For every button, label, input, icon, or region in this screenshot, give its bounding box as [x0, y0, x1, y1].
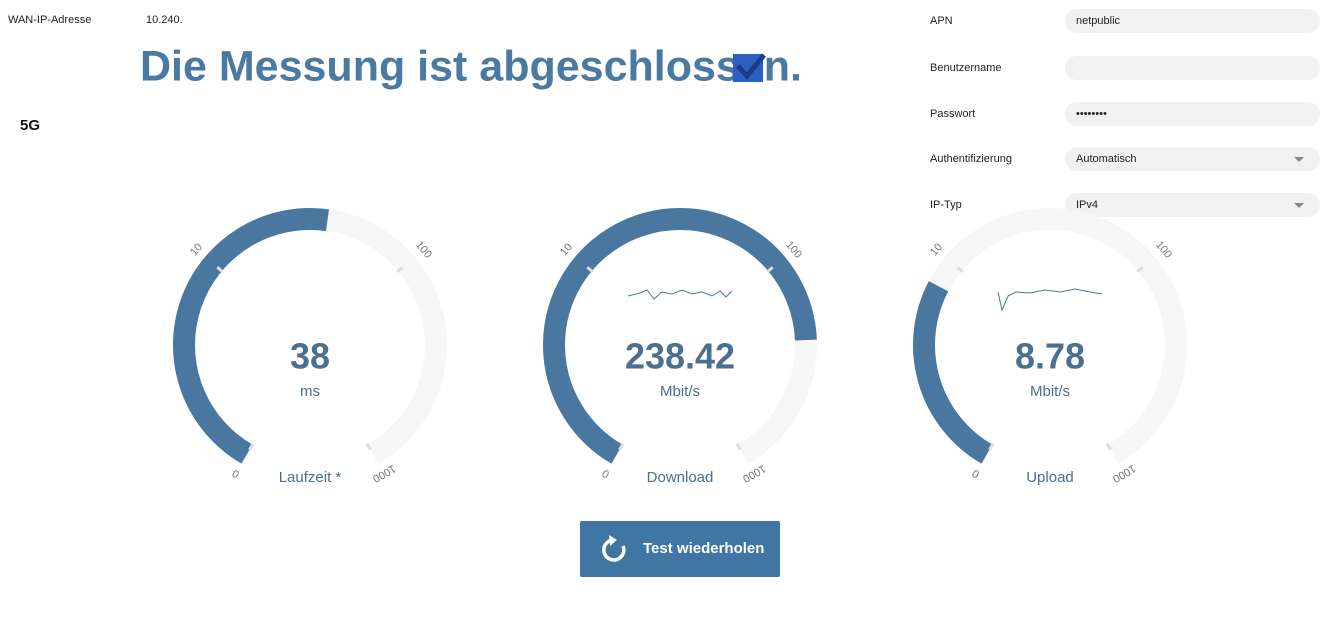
wan-value: 10.240. — [146, 14, 183, 26]
setting-label: Authentifizierung — [930, 153, 1012, 165]
gauge-tick-label: 100 — [783, 239, 804, 261]
gauge-value: 8.78 — [1015, 336, 1085, 377]
input-field[interactable] — [1065, 147, 1320, 171]
gauge-tick — [1105, 442, 1112, 451]
gauge-label: Laufzeit * — [279, 469, 342, 486]
gauge-tick — [618, 442, 625, 451]
gauge-tick — [735, 442, 742, 451]
gauge-tick-label: 100 — [413, 239, 434, 261]
setting-label: Benutzername — [930, 62, 1002, 74]
gauge-tick — [766, 266, 774, 273]
gauge-tick-label: 100 — [1153, 239, 1174, 261]
gauge-tick — [248, 442, 255, 451]
sparkline — [627, 288, 1103, 312]
button-label[interactable]: Test wiederholen — [643, 540, 764, 557]
setting-label: APN — [930, 15, 953, 27]
gauge-label: Download — [647, 469, 714, 486]
input-field[interactable] — [1065, 193, 1320, 217]
gauge-tick-label: 10 — [188, 241, 205, 258]
setting-value: IPv4 — [1076, 199, 1098, 211]
gauge-tick-label: 0 — [230, 467, 241, 480]
gauge-tick — [365, 442, 372, 451]
gauge-tick — [988, 442, 995, 451]
gauge-tick — [956, 266, 964, 273]
gauge-tick-label: 1000 — [370, 462, 397, 485]
setting-value: •••••••• — [1076, 108, 1107, 120]
gauge-value: 238.42 — [625, 336, 735, 377]
gauge-tick — [216, 266, 224, 273]
setting-value: netpublic — [1076, 15, 1121, 27]
input-field[interactable] — [1065, 9, 1320, 33]
gauge-unit: Mbit/s — [660, 383, 700, 400]
gauge-label: Upload — [1026, 469, 1074, 486]
gauge-tick-label: 1000 — [1110, 462, 1137, 485]
input-field[interactable] — [1065, 56, 1320, 80]
gauge-value: 38 — [290, 336, 330, 377]
gauge-tick-label: 0 — [600, 467, 611, 480]
gauge-tick — [586, 266, 594, 273]
setting-label: IP-Typ — [930, 199, 962, 211]
dropdown-arrow — [1294, 203, 1304, 208]
title: Die Messung ist abgeschlossen. — [140, 42, 802, 90]
setting-value: Automatisch — [1076, 153, 1137, 165]
gauge-tick-label: 1000 — [740, 462, 767, 485]
retry-button[interactable]: Test wiederholen — [580, 521, 780, 577]
wan-label: WAN-IP-Adresse — [8, 14, 91, 26]
gauge-fill — [913, 281, 993, 464]
gauge-tick — [396, 266, 404, 273]
gauge-tick-label: 10 — [558, 241, 575, 258]
network-type: 5G — [20, 117, 40, 134]
dropdown-arrow — [1294, 157, 1304, 162]
gauge-tick-label: 0 — [970, 467, 981, 480]
gauge-tick-label: 10 — [928, 241, 945, 258]
checkbox — [733, 53, 766, 82]
gauge-fill — [543, 208, 817, 464]
gauge-tick — [1136, 266, 1144, 273]
gauge-unit: ms — [300, 383, 320, 400]
gauge-fill — [173, 208, 330, 464]
input-field[interactable] — [1065, 102, 1320, 126]
gauge-unit: Mbit/s — [1030, 383, 1070, 400]
setting-label: Passwort — [930, 108, 975, 120]
